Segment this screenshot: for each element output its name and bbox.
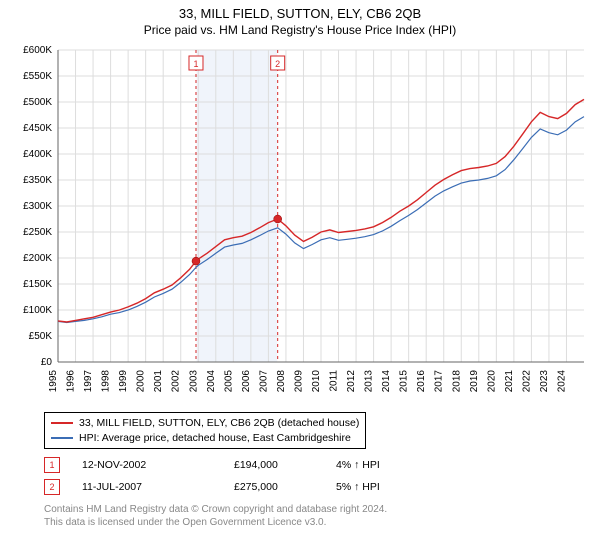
svg-text:£450K: £450K bbox=[23, 123, 52, 134]
svg-text:2011: 2011 bbox=[329, 370, 340, 392]
svg-text:£150K: £150K bbox=[23, 279, 52, 290]
transaction-date: 11-JUL-2007 bbox=[82, 481, 212, 493]
svg-text:2019: 2019 bbox=[469, 370, 480, 393]
attribution-line: Contains HM Land Registry data © Crown c… bbox=[44, 504, 387, 517]
transactions-table: 1 12-NOV-2002 £194,000 4% ↑ HPI 2 11-JUL… bbox=[44, 454, 380, 498]
price-chart: £0 £50K £100K £150K £200K £250K £300K £350K £400… bbox=[8, 44, 592, 404]
legend-label-hpi: HPI: Average price, detached house, East… bbox=[79, 431, 351, 446]
svg-text:2000: 2000 bbox=[136, 370, 147, 393]
svg-text:£100K: £100K bbox=[23, 305, 52, 316]
attribution-line: This data is licensed under the Open Gov… bbox=[44, 517, 387, 530]
svg-text:£300K: £300K bbox=[23, 201, 52, 212]
svg-text:£600K: £600K bbox=[23, 45, 52, 56]
legend-label-property: 33, MILL FIELD, SUTTON, ELY, CB6 2QB (de… bbox=[79, 416, 359, 431]
transaction-marker-icon: 2 bbox=[44, 479, 60, 495]
svg-text:1995: 1995 bbox=[48, 370, 59, 393]
attribution: Contains HM Land Registry data © Crown c… bbox=[44, 504, 387, 529]
svg-text:1: 1 bbox=[193, 59, 198, 69]
legend: 33, MILL FIELD, SUTTON, ELY, CB6 2QB (de… bbox=[44, 412, 366, 449]
transaction-vs-hpi: 5% ↑ HPI bbox=[336, 481, 380, 493]
svg-text:2008: 2008 bbox=[276, 370, 287, 393]
svg-text:2004: 2004 bbox=[206, 370, 217, 393]
svg-text:2007: 2007 bbox=[258, 370, 269, 393]
svg-text:2009: 2009 bbox=[293, 370, 304, 393]
svg-text:£500K: £500K bbox=[23, 97, 52, 108]
svg-text:2018: 2018 bbox=[451, 370, 462, 393]
transaction-vs-hpi: 4% ↑ HPI bbox=[336, 459, 380, 471]
svg-text:2014: 2014 bbox=[381, 370, 392, 393]
legend-row-hpi: HPI: Average price, detached house, East… bbox=[51, 431, 359, 446]
svg-text:£200K: £200K bbox=[23, 253, 52, 264]
svg-text:2021: 2021 bbox=[504, 370, 515, 393]
svg-text:2: 2 bbox=[275, 59, 280, 69]
svg-text:2003: 2003 bbox=[188, 370, 199, 393]
page-title: 33, MILL FIELD, SUTTON, ELY, CB6 2QB bbox=[0, 0, 600, 21]
transaction-date: 12-NOV-2002 bbox=[82, 459, 212, 471]
svg-text:2020: 2020 bbox=[486, 370, 497, 393]
svg-text:1996: 1996 bbox=[66, 370, 77, 393]
svg-text:2017: 2017 bbox=[434, 370, 445, 393]
svg-text:£400K: £400K bbox=[23, 149, 52, 160]
svg-text:1997: 1997 bbox=[83, 370, 94, 393]
svg-text:2012: 2012 bbox=[346, 370, 357, 393]
svg-text:2006: 2006 bbox=[241, 370, 252, 393]
svg-text:2015: 2015 bbox=[399, 370, 410, 393]
svg-text:2005: 2005 bbox=[223, 370, 234, 393]
transaction-price: £275,000 bbox=[234, 481, 314, 493]
svg-text:1998: 1998 bbox=[101, 370, 112, 393]
svg-text:1999: 1999 bbox=[118, 370, 129, 393]
transaction-marker-icon: 1 bbox=[44, 457, 60, 473]
svg-text:£50K: £50K bbox=[29, 331, 53, 342]
page-subtitle: Price paid vs. HM Land Registry's House … bbox=[0, 21, 600, 41]
legend-row-property: 33, MILL FIELD, SUTTON, ELY, CB6 2QB (de… bbox=[51, 416, 359, 431]
svg-text:£250K: £250K bbox=[23, 227, 52, 238]
svg-text:£0: £0 bbox=[41, 357, 53, 368]
transaction-price: £194,000 bbox=[234, 459, 314, 471]
svg-text:2022: 2022 bbox=[521, 370, 532, 393]
svg-text:2001: 2001 bbox=[153, 370, 164, 393]
svg-text:2023: 2023 bbox=[539, 370, 550, 393]
svg-text:2010: 2010 bbox=[311, 370, 322, 393]
svg-text:2024: 2024 bbox=[556, 370, 567, 393]
table-row: 2 11-JUL-2007 £275,000 5% ↑ HPI bbox=[44, 476, 380, 498]
svg-text:£550K: £550K bbox=[23, 71, 52, 82]
svg-text:2016: 2016 bbox=[416, 370, 427, 393]
svg-text:£350K: £350K bbox=[23, 175, 52, 186]
svg-text:2002: 2002 bbox=[171, 370, 182, 393]
table-row: 1 12-NOV-2002 £194,000 4% ↑ HPI bbox=[44, 454, 380, 476]
svg-text:2013: 2013 bbox=[364, 370, 375, 393]
legend-swatch-hpi bbox=[51, 437, 73, 439]
legend-swatch-property bbox=[51, 422, 73, 424]
